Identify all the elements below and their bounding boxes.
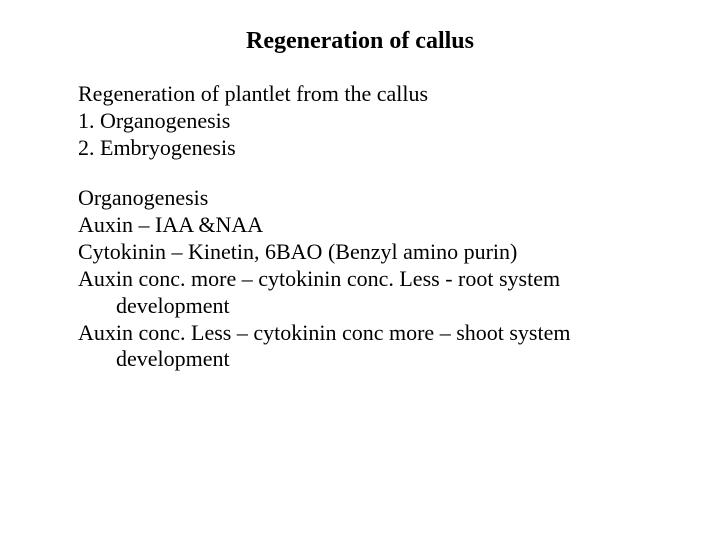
slide: Regeneration of callus Regeneration of p… <box>0 0 720 540</box>
slide-body: Regeneration of plantlet from the callus… <box>78 81 642 373</box>
section-line-2: Cytokinin – Kinetin, 6BAO (Benzyl amino … <box>78 239 642 266</box>
section-line-1: Auxin – IAA &NAA <box>78 212 642 239</box>
list-item-1: 1. Organogenesis <box>78 108 642 135</box>
section-line-4: Auxin conc. Less – cytokinin conc more –… <box>78 320 642 374</box>
section-heading: Organogenesis <box>78 185 642 212</box>
spacer <box>78 161 642 185</box>
slide-title: Regeneration of callus <box>78 28 642 55</box>
section-line-3: Auxin conc. more – cytokinin conc. Less … <box>78 266 642 320</box>
intro-line: Regeneration of plantlet from the callus <box>78 81 642 108</box>
list-item-2: 2. Embryogenesis <box>78 135 642 162</box>
